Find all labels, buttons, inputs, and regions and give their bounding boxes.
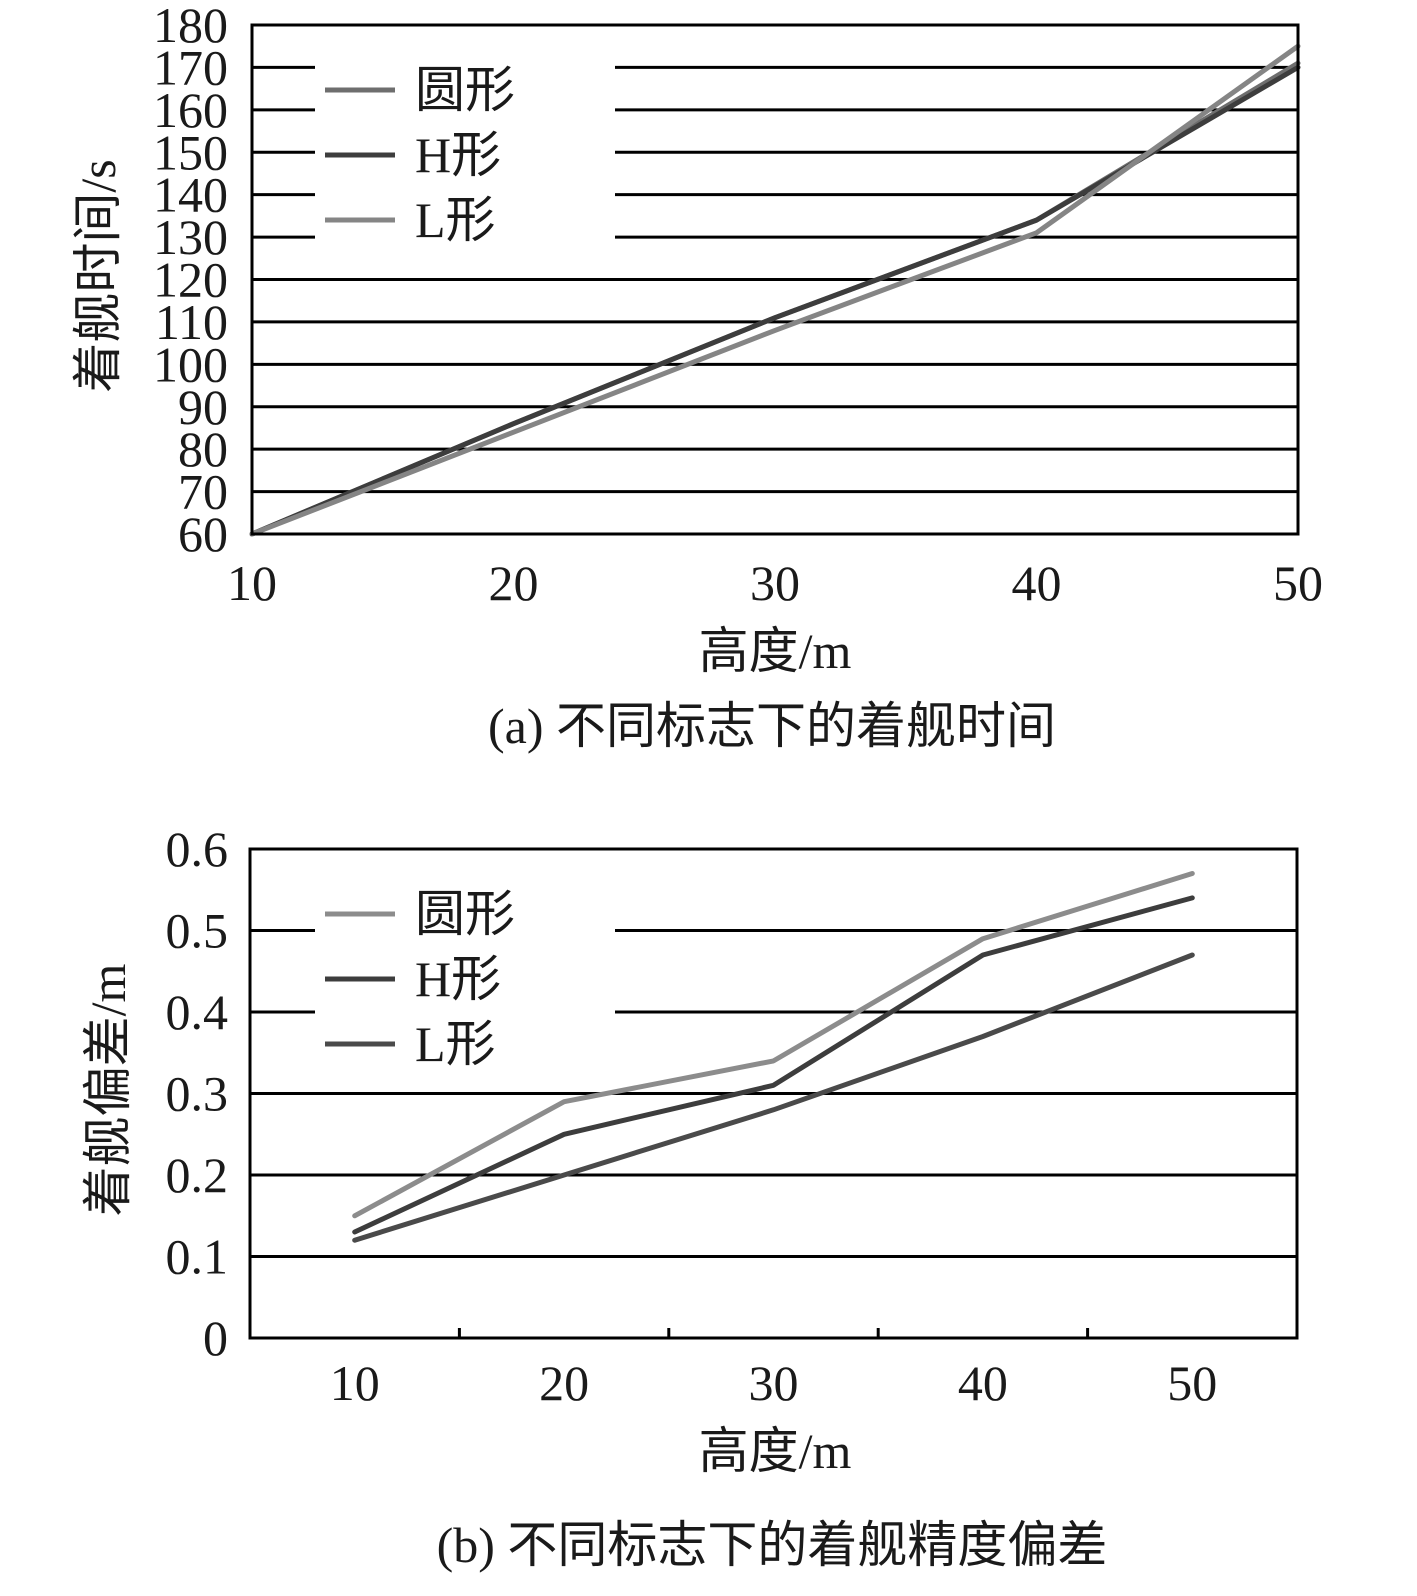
chart-b-y-axis-label: 着舰偏差/m <box>80 964 136 1217</box>
chart-a-y-tick-label: 100 <box>153 336 228 392</box>
chart-b-y-tick-label: 0.2 <box>166 1147 229 1203</box>
chart-b-legend: 圆形 H形 L形 <box>315 876 615 1082</box>
chart-a-legend-label: L形 <box>415 192 496 248</box>
chart-a-y-tick-label: 110 <box>155 294 228 350</box>
chart-b-y-ticks: 0 0.1 0.2 0.3 0.4 0.5 0.6 <box>166 821 229 1366</box>
chart-a-y-tick-label: 70 <box>178 464 228 520</box>
chart-b: 0 0.1 0.2 0.3 0.4 0.5 0.6 10 20 30 40 50 圆形 H形 L形 高度… <box>80 821 1299 1573</box>
chart-b-y-tick-label: 0.3 <box>166 1066 229 1122</box>
chart-b-y-tick-label: 0.4 <box>166 984 229 1040</box>
chart-b-x-tick-label: 50 <box>1167 1355 1217 1411</box>
chart-b-x-ticks: 10 20 30 40 50 <box>330 1328 1217 1411</box>
chart-b-x-tick-label: 20 <box>539 1355 589 1411</box>
chart-b-x-tick-label: 40 <box>958 1355 1008 1411</box>
chart-a-y-tick-label: 170 <box>153 39 228 95</box>
chart-b-series-line-3 <box>352 952 1195 1243</box>
chart-a-y-tick-label: 120 <box>153 252 228 308</box>
chart-a-x-tick-label: 20 <box>489 555 539 611</box>
chart-a-x-tick-label: 10 <box>227 555 277 611</box>
chart-a-x-tick-label: 50 <box>1273 555 1323 611</box>
chart-b-x-tick-label: 30 <box>749 1355 799 1411</box>
chart-b-plot-frame <box>248 847 1299 1340</box>
chart-a-legend: 圆形 H形 L形 <box>315 52 615 258</box>
chart-a-y-tick-label: 140 <box>153 167 228 223</box>
chart-b-series <box>352 871 1195 1243</box>
chart-b-legend-label: H形 <box>415 951 501 1007</box>
chart-a-y-tick-label: 60 <box>178 506 228 562</box>
chart-a-x-axis-label: 高度/m <box>699 623 852 679</box>
chart-b-y-tick-label: 0.6 <box>166 821 229 877</box>
chart-a-caption: (a) 不同标志下的着舰时间 <box>488 698 1056 754</box>
chart-a-series-line-3 <box>249 43 1301 537</box>
chart-b-series-line-1 <box>352 871 1195 1219</box>
chart-b-y-tick-label: 0.5 <box>166 903 229 959</box>
chart-b-y-tick-label: 0.1 <box>166 1229 229 1285</box>
chart-a-series <box>249 43 1301 537</box>
chart-a-y-tick-label: 160 <box>153 82 228 138</box>
chart-a-legend-label: 圆形 <box>415 62 515 118</box>
chart-a-y-tick-label: 150 <box>153 124 228 180</box>
chart-b-caption: (b) 不同标志下的着舰精度偏差 <box>437 1517 1108 1573</box>
chart-a-y-tick-label: 80 <box>178 421 228 477</box>
chart-b-series-line-2 <box>352 895 1195 1235</box>
chart-a-y-tick-label: 130 <box>153 209 228 265</box>
chart-b-x-axis-label: 高度/m <box>699 1423 852 1479</box>
chart-a-plot-frame <box>250 23 1300 536</box>
chart-b-legend-label: L形 <box>415 1016 496 1072</box>
chart-a-legend-label: H形 <box>415 127 501 183</box>
chart-a-x-tick-label: 40 <box>1012 555 1062 611</box>
chart-a-x-ticks: 10 20 30 40 50 <box>227 555 1323 611</box>
chart-a-y-axis-label: 着舰时间/s <box>70 159 126 392</box>
chart-b-x-tick-label: 10 <box>330 1355 380 1411</box>
chart-b-y-tick-label: 0 <box>203 1310 228 1366</box>
chart-a-y-tick-label: 180 <box>153 0 228 53</box>
chart-b-legend-label: 圆形 <box>415 886 515 942</box>
chart-a-x-tick-label: 30 <box>750 555 800 611</box>
chart-a-y-tick-label: 90 <box>178 379 228 435</box>
